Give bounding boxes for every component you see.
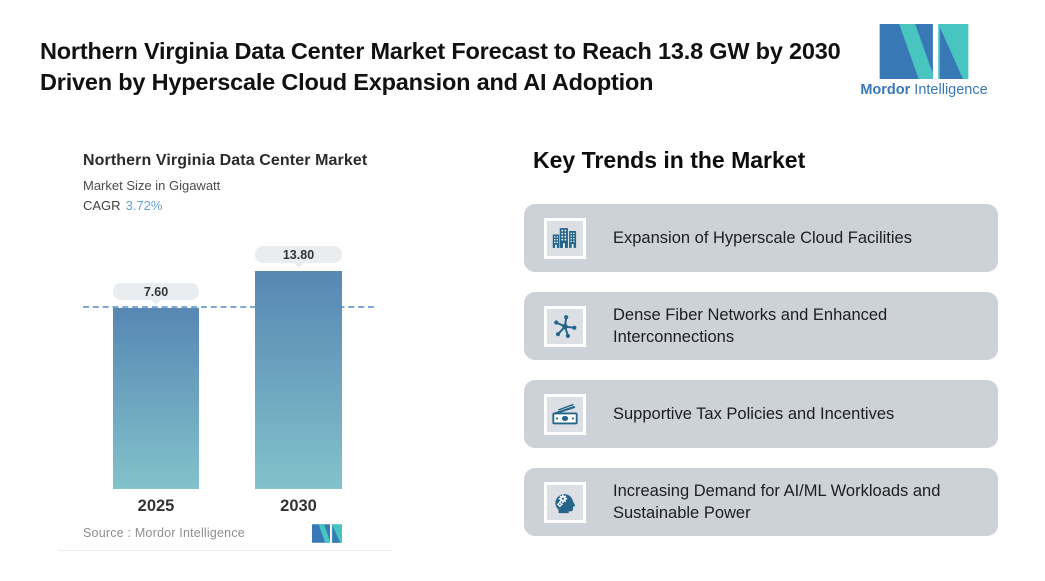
- trend-card-label: Expansion of Hyperscale Cloud Facilities: [613, 228, 912, 247]
- money-icon: [544, 393, 586, 435]
- x-axis-label-2030: 2030: [280, 497, 317, 515]
- bar-2025: [113, 308, 199, 489]
- network-hub-icon: [544, 305, 586, 347]
- value-label-pointer: [293, 263, 304, 268]
- key-trends-heading: Key Trends in the Market: [533, 147, 806, 173]
- reference-dashed-line: [83, 306, 374, 308]
- page-title: Northern Virginia Data Center Market For…: [40, 37, 841, 95]
- value-label-2025: 7.60: [113, 283, 199, 305]
- trend-card-tax: Supportive Tax Policies and Incentives: [524, 380, 998, 448]
- chart-cagr: CAGR 3.72%: [83, 198, 162, 213]
- mordor-intelligence-logo: Mordor Intelligence: [860, 24, 988, 98]
- value-label-2030: 13.80: [255, 246, 342, 268]
- cagr-label: CAGR: [83, 198, 121, 213]
- trend-cards: Expansion of Hyperscale Cloud Facilities: [524, 204, 998, 536]
- trend-card-label: Increasing Demand for AI/ML Workloads an…: [613, 481, 941, 522]
- buildings-icon: [544, 217, 586, 259]
- x-axis-label-2025: 2025: [137, 497, 175, 515]
- value-label-pointer: [151, 300, 161, 305]
- chart-source-row: Source : Mordor Intelligence: [83, 523, 342, 543]
- chart-subtitle: Market Size in Gigawatt: [83, 178, 221, 193]
- brand-name: Mordor Intelligence: [860, 82, 988, 98]
- cagr-value: 3.72%: [125, 198, 163, 213]
- trend-card-hyperscale: Expansion of Hyperscale Cloud Facilities: [524, 204, 998, 272]
- trend-card-label: Supportive Tax Policies and Incentives: [613, 404, 895, 423]
- trend-card-fiber: Dense Fiber Networks and Enhanced Interc…: [524, 292, 998, 360]
- ai-head-icon: [544, 481, 586, 523]
- mordor-logo-icon: [879, 24, 969, 79]
- bar-2030: [255, 271, 342, 489]
- bar-plot: 7.60 13.80 2025 2030: [58, 138, 392, 550]
- chart-title: Northern Virginia Data Center Market: [83, 152, 368, 169]
- source-label: Source : Mordor Intelligence: [83, 526, 245, 540]
- mordor-logo-small-icon: [312, 523, 342, 543]
- market-chart-panel: Northern Virginia Data Center Market Mar…: [58, 138, 392, 551]
- trend-card-aiml: Increasing Demand for AI/ML Workloads an…: [524, 468, 998, 536]
- trend-card-label: Dense Fiber Networks and Enhanced Interc…: [613, 305, 888, 346]
